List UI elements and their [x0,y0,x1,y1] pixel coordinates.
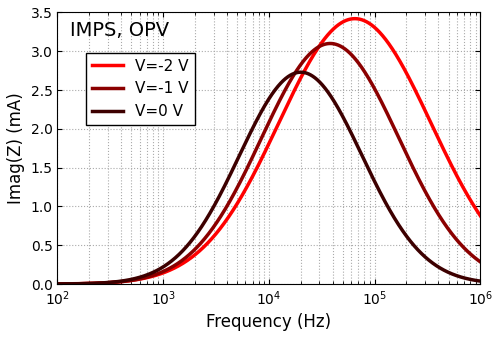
V=0 V [478,279,484,283]
V=-2 V [216,227,222,231]
Line: V=-2 V: V=-2 V [58,19,480,284]
V=0 V [424,256,430,260]
V=-1 V [469,254,475,258]
V=-1 V [102,281,108,285]
V=-2 V [424,112,430,116]
V=-2 V [102,281,108,285]
V=-2 V [235,200,241,204]
Text: IMPS, OPV: IMPS, OPV [70,21,169,40]
V=-1 V [128,279,134,283]
V=0 V [298,70,304,74]
V=-2 V [128,279,134,283]
V=0 V [54,282,60,286]
V=-1 V [424,192,430,196]
V=-2 V [469,201,475,205]
V=-2 V [478,214,484,218]
Legend: V=-2 V, V=-1 V, V=0 V: V=-2 V, V=-1 V, V=0 V [86,53,194,125]
V=-2 V [352,17,358,21]
Line: V=-1 V: V=-1 V [58,44,480,284]
V=0 V [216,194,222,198]
V=0 V [128,277,134,282]
Line: V=0 V: V=0 V [58,72,480,284]
V=-1 V [327,42,333,46]
V=0 V [102,281,108,285]
V=-1 V [478,260,484,264]
V=-1 V [235,184,241,188]
X-axis label: Frequency (Hz): Frequency (Hz) [206,313,332,331]
V=-1 V [216,216,222,220]
Y-axis label: Imag(Z) (mA): Imag(Z) (mA) [7,92,25,204]
V=-2 V [54,282,60,286]
V=0 V [235,156,241,161]
V=-1 V [54,282,60,286]
V=0 V [469,278,475,282]
